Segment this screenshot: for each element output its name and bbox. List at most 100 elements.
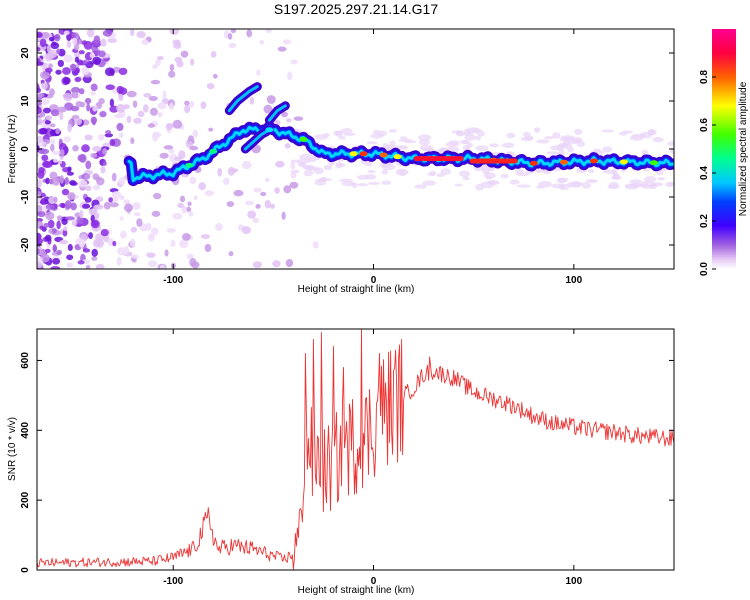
noise-blob	[93, 35, 101, 44]
noise-blob	[56, 249, 62, 255]
noise-blob	[91, 248, 98, 257]
noise-blob	[102, 161, 107, 166]
noise-blob	[153, 192, 162, 200]
colorbar-label: Normalized spectral amplitude	[738, 81, 749, 216]
noise-blob	[200, 101, 207, 110]
noise-blob	[102, 29, 113, 37]
noise-blob	[184, 100, 190, 106]
noise-blob	[39, 148, 50, 155]
noise-blob	[52, 177, 60, 186]
noise-blob	[85, 160, 92, 170]
noise-blob	[550, 145, 564, 151]
noise-blob	[227, 32, 233, 40]
noise-blob	[185, 140, 194, 149]
noise-blob	[59, 202, 66, 208]
noise-blob	[97, 134, 105, 141]
noise-blob	[67, 166, 72, 172]
noise-blob	[169, 63, 175, 72]
ridge-hotspot	[379, 152, 388, 158]
x-tick-label: 100	[565, 275, 582, 286]
noise-blob	[206, 82, 215, 90]
noise-blob	[260, 191, 267, 197]
noise-blob	[78, 179, 88, 188]
noise-blob	[63, 54, 73, 63]
noise-blob	[204, 190, 215, 197]
noise-blob	[351, 182, 358, 189]
noise-blob	[109, 68, 115, 76]
noise-blob	[104, 133, 114, 138]
noise-blob	[230, 29, 236, 34]
noise-blob	[245, 200, 255, 206]
noise-blob	[168, 70, 176, 78]
noise-blob	[558, 142, 569, 148]
noise-blob	[90, 83, 98, 92]
noise-blob	[126, 90, 137, 98]
noise-blob	[116, 85, 124, 94]
y-tick-label: 400	[20, 422, 31, 439]
noise-blob	[200, 234, 211, 239]
noise-blob	[89, 52, 95, 59]
noise-blob	[522, 131, 532, 138]
noise-blob	[256, 69, 261, 76]
noise-blob	[644, 176, 657, 183]
ridge-branch-core	[267, 104, 287, 122]
noise-blob	[107, 38, 118, 43]
noise-blob	[454, 183, 463, 187]
noise-blob	[150, 227, 159, 236]
noise-blob	[283, 185, 292, 194]
noise-blob	[551, 183, 565, 189]
noise-blob	[546, 151, 560, 155]
noise-blob	[151, 210, 161, 217]
noise-blob	[45, 177, 50, 185]
noise-blob	[40, 82, 48, 90]
noise-blob	[169, 29, 180, 35]
noise-blob	[59, 175, 64, 184]
noise-blob	[74, 56, 80, 63]
noise-blob	[141, 39, 149, 46]
snr-series-line	[37, 329, 674, 570]
noise-blob	[84, 174, 91, 180]
noise-blob	[39, 38, 47, 48]
noise-blob	[54, 33, 61, 42]
noise-blob	[37, 211, 46, 218]
noise-blob	[379, 162, 392, 168]
noise-blob	[459, 170, 471, 178]
noise-blob	[247, 210, 257, 219]
colorbar-ticks: 0.0 0.2 0.4 0.6 0.8	[699, 70, 716, 276]
noise-blob	[92, 105, 98, 112]
x-tick-label: 0	[371, 275, 377, 286]
noise-blob	[39, 225, 45, 230]
noise-blob	[647, 129, 656, 136]
noise-blob	[323, 164, 333, 171]
noise-blob	[284, 143, 291, 149]
spectrogram-y-axis-label: Frequency (Hz)	[7, 115, 18, 184]
noise-blob	[37, 47, 41, 52]
noise-blob	[109, 202, 119, 208]
noise-blob	[98, 50, 106, 58]
y-tick-label: -20	[20, 237, 31, 252]
noise-blob	[189, 176, 197, 185]
noise-blob	[136, 218, 143, 227]
noise-blob	[38, 166, 45, 174]
noise-blob	[265, 29, 272, 34]
noise-blob	[570, 138, 582, 143]
noise-blob	[70, 63, 76, 72]
noise-blob	[59, 111, 64, 121]
ridge-hotspot	[299, 136, 308, 142]
noise-blob	[103, 201, 111, 210]
noise-blob	[487, 180, 499, 184]
noise-blob	[388, 129, 398, 133]
noise-blob	[118, 93, 124, 102]
noise-blob	[290, 59, 298, 65]
noise-blob	[129, 29, 135, 37]
chart-title: S197.2025.297.21.14.G17	[274, 1, 438, 17]
noise-blob	[52, 228, 57, 234]
noise-blob	[52, 258, 61, 265]
ridge-peak-band	[469, 158, 518, 164]
snr-y-axis-label: SNR (10 * v/v)	[7, 417, 18, 481]
noise-blob	[100, 38, 107, 47]
noise-blob	[37, 93, 45, 98]
noise-blob	[226, 201, 235, 207]
noise-blob	[37, 87, 42, 94]
noise-blob	[533, 127, 541, 133]
